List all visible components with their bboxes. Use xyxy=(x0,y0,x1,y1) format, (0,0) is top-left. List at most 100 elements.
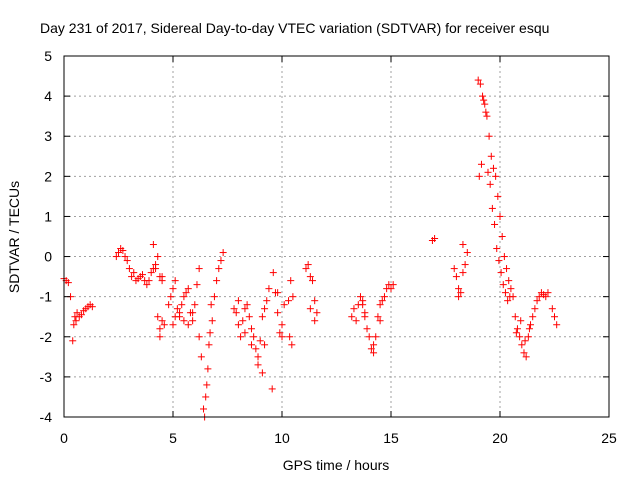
data-point xyxy=(258,313,266,321)
data-point xyxy=(274,309,282,317)
x-tick-label: 0 xyxy=(60,430,68,446)
data-point xyxy=(169,321,177,329)
data-point xyxy=(350,305,358,313)
data-point xyxy=(289,293,297,301)
data-point xyxy=(492,172,500,180)
data-point xyxy=(457,289,465,297)
data-point xyxy=(115,249,122,257)
data-point xyxy=(367,345,375,353)
data-point xyxy=(158,317,166,325)
y-axis-label: SDTVAR / TECUs xyxy=(6,181,22,293)
data-point xyxy=(348,313,356,321)
data-point xyxy=(165,301,173,309)
data-point xyxy=(265,285,273,293)
data-point xyxy=(69,337,77,345)
data-point xyxy=(173,305,181,313)
data-point xyxy=(88,303,96,311)
data-point xyxy=(374,313,382,321)
data-point xyxy=(261,341,269,349)
data-point xyxy=(488,204,496,212)
y-tick-labels: -4 -3 -2 -1 0 1 2 3 4 5 xyxy=(40,48,53,425)
data-point xyxy=(477,160,485,168)
data-point xyxy=(531,305,539,313)
data-point xyxy=(154,253,162,261)
x-tick-labels: 0 5 10 15 20 25 xyxy=(60,430,617,446)
data-point xyxy=(553,321,561,329)
chart-title: Day 231 of 2017, Sidereal Day-to-day VTE… xyxy=(40,20,549,36)
data-point xyxy=(479,92,487,100)
data-point xyxy=(184,285,192,293)
data-point xyxy=(245,313,253,321)
data-point xyxy=(527,321,535,329)
data-point xyxy=(365,333,373,341)
data-point xyxy=(461,261,469,269)
data-point xyxy=(285,297,293,305)
data-point xyxy=(483,112,491,120)
data-point xyxy=(77,311,85,319)
data-point xyxy=(496,212,504,220)
data-point xyxy=(195,265,203,273)
data-point xyxy=(361,309,369,317)
data-point xyxy=(480,96,488,104)
y-tick-label: 5 xyxy=(44,48,52,64)
data-point xyxy=(252,345,260,353)
data-point xyxy=(278,321,286,329)
data-point xyxy=(72,317,80,325)
data-point xyxy=(431,235,439,243)
y-tick-label: 4 xyxy=(44,88,52,104)
data-point xyxy=(304,261,312,269)
data-point xyxy=(506,293,514,301)
data-point xyxy=(263,297,271,305)
data-point xyxy=(203,381,211,389)
data-point xyxy=(217,257,225,265)
data-point xyxy=(499,281,507,289)
data-point xyxy=(370,341,378,349)
data-point xyxy=(501,289,509,297)
data-point xyxy=(313,309,321,317)
data-point xyxy=(520,349,528,357)
data-point xyxy=(302,265,310,273)
data-point xyxy=(309,277,317,285)
data-point xyxy=(154,313,162,321)
x-tick-label: 25 xyxy=(601,430,617,446)
data-points xyxy=(60,76,561,421)
data-point xyxy=(256,337,264,345)
data-point xyxy=(455,285,463,293)
data-point xyxy=(156,325,164,333)
data-point xyxy=(493,245,501,253)
data-point xyxy=(311,317,319,325)
data-point xyxy=(121,253,129,261)
data-point xyxy=(481,100,489,108)
data-point xyxy=(258,369,266,377)
data-point xyxy=(119,247,127,255)
data-point xyxy=(213,277,221,285)
data-point xyxy=(193,281,201,289)
data-point xyxy=(278,333,286,341)
axis-ticks xyxy=(63,55,610,418)
data-point xyxy=(544,289,552,297)
data-point xyxy=(241,329,249,337)
data-point xyxy=(274,289,282,297)
data-point xyxy=(169,285,177,293)
data-point xyxy=(239,317,247,325)
data-point xyxy=(500,253,508,261)
y-tick-label: 3 xyxy=(44,128,52,144)
data-point xyxy=(459,241,467,249)
data-point xyxy=(254,353,262,361)
y-tick-label: -2 xyxy=(40,329,53,345)
data-point xyxy=(542,293,550,301)
data-point xyxy=(459,269,467,277)
data-point xyxy=(232,309,240,317)
x-tick-label: 5 xyxy=(169,430,177,446)
data-point xyxy=(149,241,157,249)
x-tick-label: 20 xyxy=(492,430,508,446)
data-point xyxy=(208,317,216,325)
data-point xyxy=(352,317,360,325)
data-point xyxy=(180,293,188,301)
data-point xyxy=(143,281,151,289)
data-point xyxy=(505,277,513,285)
data-point xyxy=(280,301,288,309)
data-point xyxy=(475,172,483,180)
data-point xyxy=(516,333,524,341)
data-point xyxy=(206,329,214,337)
